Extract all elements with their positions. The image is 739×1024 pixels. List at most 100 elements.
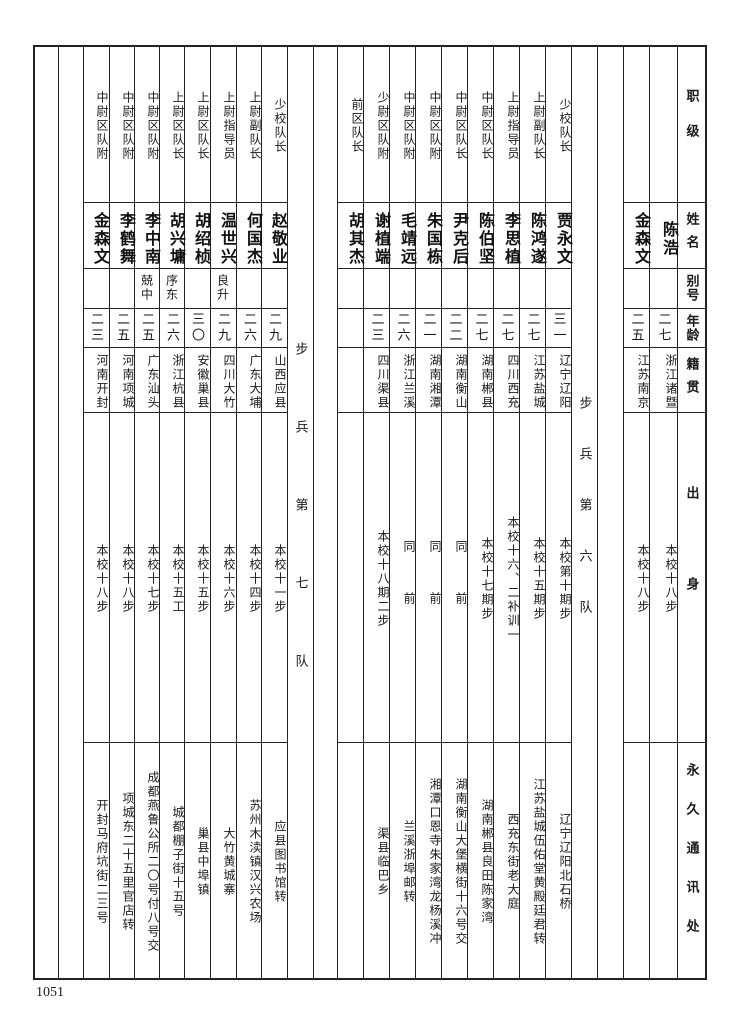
cell-address: 巢县中埠镇: [196, 827, 210, 897]
cell-rank: 上尉区队长: [171, 90, 185, 161]
cell-address: 成都燕鲁公所二〇号付八号交: [146, 771, 160, 953]
cell-name: 胡其杰: [346, 212, 365, 266]
cell-age: 二一: [420, 311, 436, 344]
row-divider: [83, 268, 287, 269]
cell-origin: [337, 412, 363, 742]
cell-address: 开封马府坑街二三号: [95, 799, 109, 925]
cell-origin: 本校十八步: [95, 544, 109, 614]
cell-address: 项城东二十五里官店转: [121, 792, 135, 932]
cell-rank: 少校队长: [558, 97, 572, 154]
cell-alias: [261, 268, 286, 308]
cell-age: [337, 308, 363, 347]
cell-name: 毛靖远: [398, 212, 417, 266]
cell-address: 湘潭口恩寺朱家湾龙杨溪冲: [428, 778, 442, 946]
cell-name: 李中南: [142, 212, 161, 266]
cell-name: 胡兴墉: [167, 212, 186, 266]
cell-age: 二五: [628, 311, 644, 344]
cell-alias: [467, 268, 493, 308]
cell-origin: 本校十八步: [664, 544, 678, 614]
header-address: 永久通讯处: [683, 762, 699, 958]
cell-origin: 本校十八期二步: [376, 530, 390, 628]
row-divider: [83, 308, 287, 309]
row-divider: [623, 308, 705, 309]
cell-alias: [441, 268, 467, 308]
cell-rank: 上尉指导员: [506, 90, 520, 161]
section-title: 步兵第六队: [576, 396, 592, 651]
column-divider: [415, 45, 416, 978]
cell-rank: 中尉区队长: [480, 90, 494, 161]
cell-address: [623, 742, 649, 978]
cell-age: 二九: [266, 311, 281, 344]
row-divider: [623, 202, 705, 203]
cell-address: 应县图书馆转: [273, 820, 287, 904]
row-divider: [83, 412, 287, 413]
row-divider: [337, 268, 571, 269]
cell-rank: 中尉区队长: [454, 90, 468, 161]
header-age: 年龄: [683, 313, 699, 342]
cell-address: 湖南郴县良田陈家湾: [480, 799, 494, 925]
cell-native: 江苏南京: [636, 353, 650, 410]
cell-address: 西充东街老大庭: [506, 813, 520, 911]
cell-address: 大竹黄城寨: [222, 827, 236, 897]
header-name: 姓名: [683, 212, 699, 258]
cell-native: 浙江兰溪: [402, 353, 416, 410]
cell-rank: 上尉副队长: [248, 90, 262, 161]
row-divider: [337, 742, 571, 743]
cell-native: 四川西充: [506, 353, 520, 410]
row-divider: [337, 412, 571, 413]
cell-name: 李鹤舞: [117, 212, 136, 266]
cell-alias: [236, 268, 261, 308]
cell-rank: 上尉指导员: [222, 90, 236, 161]
column-divider: [83, 45, 84, 978]
cell-alias: [623, 268, 649, 308]
column-divider: [467, 45, 468, 978]
cell-rank: 上尉区队长: [196, 90, 210, 161]
row-divider: [623, 742, 705, 743]
cell-age: 三一: [550, 311, 566, 344]
column-divider: [493, 45, 494, 978]
header-native: 籍贯: [683, 356, 699, 403]
cell-name: 温世兴: [218, 212, 237, 266]
cell-origin: 本校十八步: [636, 544, 650, 614]
cell-rank: 前区队长: [350, 97, 364, 154]
cell-origin: 本校十五期步: [532, 537, 546, 621]
cell-alias: [363, 268, 389, 308]
cell-native: 湖南衡山: [454, 353, 468, 410]
cell-alias: [415, 268, 441, 308]
cell-alias: 良升: [215, 274, 230, 302]
row-divider: [337, 308, 571, 309]
cell-address: 苏州木渎镇汉兴农场: [248, 799, 262, 925]
column-divider: [58, 45, 59, 978]
column-divider: [597, 45, 598, 978]
row-divider: [623, 412, 705, 413]
cell-address: [649, 742, 677, 978]
cell-address: 城都棚子街十五号: [171, 806, 185, 918]
cell-age: 二七: [498, 311, 514, 344]
cell-name: 李思植: [502, 212, 521, 266]
cell-age: 二五: [139, 311, 154, 344]
cell-name: 金森文: [632, 212, 651, 266]
cell-native: 广东汕头: [146, 353, 160, 410]
column-divider: [313, 45, 314, 978]
column-divider: [287, 45, 288, 978]
cell-origin: 本校十八步: [121, 544, 135, 614]
cell-name: 金森文: [91, 212, 110, 266]
cell-address: 渠县临巴乡: [376, 827, 390, 897]
cell-origin: 同 前: [428, 540, 442, 618]
cell-age: 二五: [114, 311, 129, 344]
row-divider: [83, 742, 287, 743]
cell-rank: 少尉区队附: [376, 90, 390, 161]
cell-alias: 兢中: [139, 274, 154, 302]
cell-rank: 中尉区队附: [146, 90, 160, 161]
cell-origin: 本校十四步: [248, 544, 262, 614]
cell-origin: 本校十七步: [146, 544, 160, 614]
cell-origin: 本校第十期步: [558, 537, 572, 621]
cell-native: 四川大竹: [222, 353, 236, 410]
row-divider: [337, 347, 571, 348]
column-divider: [337, 45, 338, 978]
cell-name: 贾永文: [554, 212, 573, 266]
cell-rank: 上尉副队长: [532, 90, 546, 161]
cell-name: 何国杰: [244, 212, 263, 266]
cell-alias: [109, 268, 134, 308]
cell-rank: [623, 45, 649, 202]
